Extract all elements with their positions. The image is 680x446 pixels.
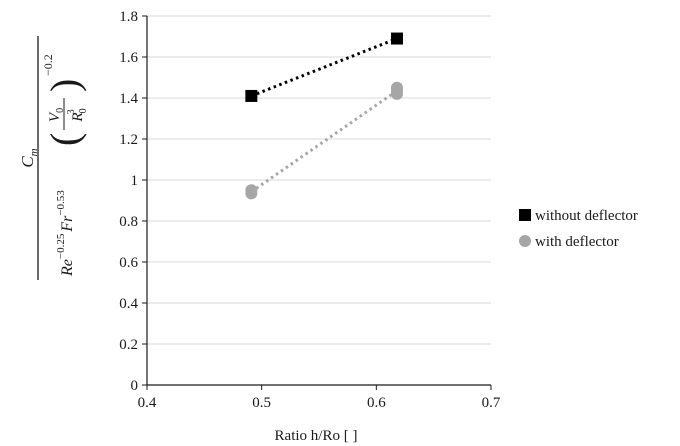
y-tick-labels: 0 0.2 0.4 0.6 0.8 1 1.2 1.4 1.6 1.8 xyxy=(119,9,138,394)
y-label-re-fr: Re−0.25Fr−0.53 xyxy=(55,190,76,277)
y-tick-label: 0 xyxy=(131,378,139,394)
y-tick-label: 0.4 xyxy=(119,296,138,312)
x-tick-label: 0.6 xyxy=(367,395,386,411)
trendline-series-1 xyxy=(250,89,398,194)
legend: without deflector with deflector xyxy=(519,208,638,250)
y-tick-label: 1.4 xyxy=(119,91,138,107)
y-tick-label: 1 xyxy=(131,173,139,189)
x-tick-label: 0.4 xyxy=(138,395,157,411)
y-tick-label: 0.8 xyxy=(119,214,138,230)
x-tick-labels: 0.4 0.5 0.6 0.7 xyxy=(138,395,501,411)
x-tick-label: 0.7 xyxy=(482,395,501,411)
legend-marker-with-deflector xyxy=(519,235,531,247)
data-point-series-0 xyxy=(390,32,403,45)
axes xyxy=(142,15,492,390)
grid-lines xyxy=(147,15,491,345)
y-tick-label: 1.8 xyxy=(119,9,138,25)
legend-label-with-deflector: with deflector xyxy=(535,234,619,250)
x-tick-label: 0.5 xyxy=(252,395,271,411)
y-label-outer-exp: −0.2 xyxy=(41,54,55,76)
data-point-series-0 xyxy=(245,89,258,102)
y-axis-title: Cm Re−0.25Fr−0.53 ( ) V0 R03 −0.2 xyxy=(18,36,89,280)
y-tick-label: 1.6 xyxy=(119,50,138,66)
legend-label-without-deflector: without deflector xyxy=(535,208,638,224)
y-label-close-paren: ) xyxy=(42,79,87,92)
trendline-series-0 xyxy=(250,37,398,98)
data-point-series-1 xyxy=(390,87,403,100)
y-tick-label: 0.2 xyxy=(119,337,138,353)
data-point-series-1 xyxy=(245,187,258,200)
legend-marker-without-deflector xyxy=(519,209,531,221)
y-tick-label: 1.2 xyxy=(119,132,138,148)
series-points xyxy=(245,32,403,200)
y-label-v0: V0 xyxy=(47,108,66,122)
y-tick-label: 0.6 xyxy=(119,255,138,271)
y-label-r0: R03 xyxy=(66,108,89,122)
series-trendlines xyxy=(250,37,398,194)
x-axis-title: Ratio h/Ro [ ] xyxy=(275,428,358,444)
y-label-open-paren: ( xyxy=(42,133,87,146)
y-label-numerator: Cm xyxy=(18,148,40,167)
